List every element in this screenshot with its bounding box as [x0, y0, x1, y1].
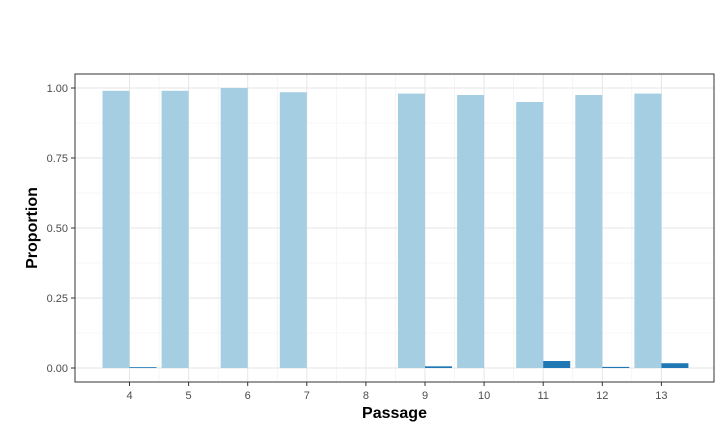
bar-series-1-10 [457, 95, 485, 368]
bar-series-2-12 [602, 366, 630, 368]
bar-series-1-5 [161, 90, 189, 369]
bars [102, 88, 689, 369]
x-tick-label: 9 [422, 390, 428, 402]
x-axis-title: Passage [362, 405, 427, 422]
x-tick-label: 5 [186, 390, 192, 402]
bar-series-1-9 [398, 93, 425, 368]
y-axis-title: Proportion [24, 187, 41, 269]
bar-series-1-13 [634, 93, 662, 368]
x-tick-label: 13 [655, 390, 667, 402]
bar-series-2-13 [661, 363, 689, 368]
bar-series-1-7 [279, 92, 307, 368]
y-tick-label: 0.50 [47, 223, 68, 235]
bar-series-1-11 [516, 102, 544, 368]
y-tick-label: 0.00 [47, 363, 68, 375]
bar-series-1-12 [575, 95, 603, 368]
y-tick-label: 1.00 [47, 83, 68, 95]
x-tick-label: 12 [596, 390, 608, 402]
bar-series-1-4 [102, 90, 130, 369]
bar-series-2-4 [129, 367, 157, 368]
y-axis: 0.00 0.25 0.50 0.75 1.00 [47, 83, 75, 375]
bar-series-2-11 [543, 361, 571, 368]
x-tick-label: 10 [478, 390, 490, 402]
x-tick-label: 6 [245, 390, 251, 402]
y-tick-label: 0.25 [47, 293, 68, 305]
x-tick-label: 7 [304, 390, 310, 402]
bar-series-1-6 [220, 88, 248, 368]
x-tick-label: 11 [537, 390, 548, 402]
x-tick-label: 8 [363, 390, 369, 402]
x-tick-label: 4 [126, 390, 132, 402]
bar-series-2-9 [425, 366, 452, 368]
x-axis: 4 5 6 7 8 9 10 11 12 13 [126, 382, 668, 402]
y-tick-label: 0.75 [47, 153, 68, 165]
